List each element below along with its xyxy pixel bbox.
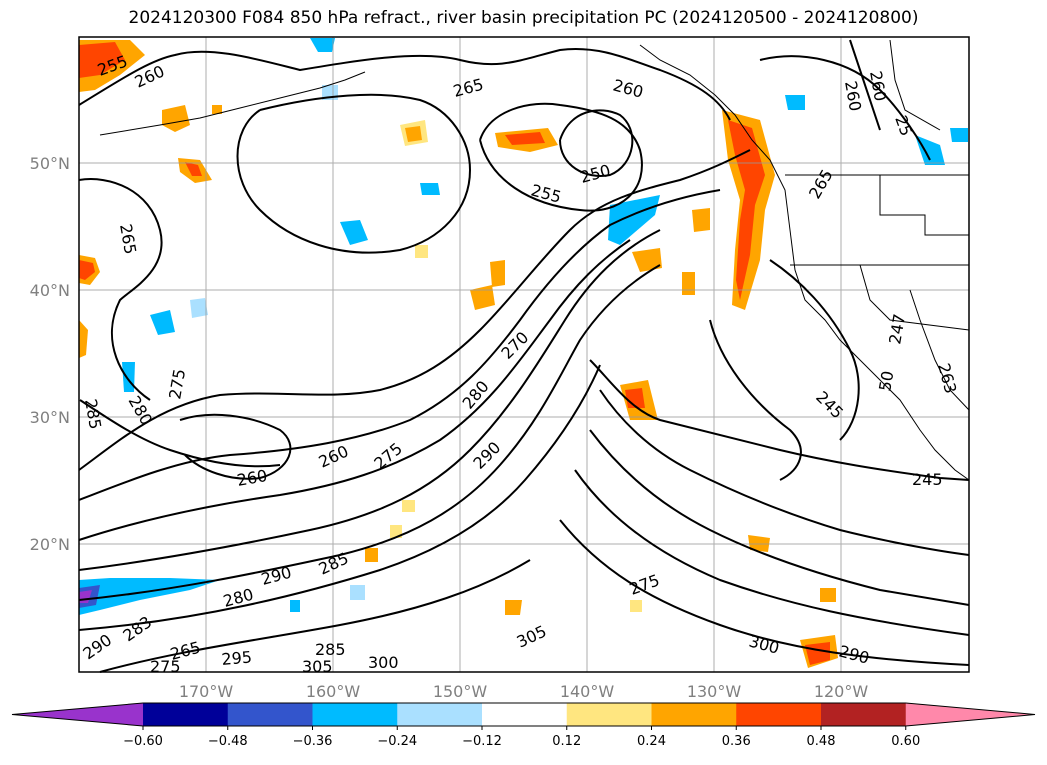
contour-label: 50 — [875, 369, 897, 392]
latitude-labels: 50°N 40°N 30°N 20°N — [30, 154, 70, 554]
colorbar-tick-label: 0.36 — [722, 734, 751, 749]
lon-label-120w: 120°W — [814, 682, 869, 701]
contours — [78, 39, 970, 673]
coastlines — [99, 39, 970, 481]
colorbar-segment — [482, 703, 568, 726]
contour-label: 295 — [221, 647, 253, 669]
colorbar-tick-label: 0.24 — [637, 734, 666, 749]
map-panel: 255 260 265 260 250 255 265 260 260 25 2… — [78, 36, 970, 676]
colorbar-segment — [312, 703, 398, 726]
colorbar-segment — [397, 703, 483, 726]
precip-shading — [79, 38, 968, 668]
colorbar-segment — [651, 703, 737, 726]
lon-label-150w: 150°W — [433, 682, 488, 701]
contour-label: 305 — [302, 657, 333, 676]
colorbar-segment — [821, 703, 907, 726]
lat-label-40n: 40°N — [30, 281, 70, 300]
colorbar-segment — [566, 703, 652, 726]
plot-title: 2024120300 F084 850 hPa refract., river … — [128, 8, 919, 28]
colorbar-segment — [736, 703, 822, 726]
lon-label-130w: 130°W — [687, 682, 742, 701]
colorbar-tick-label: 0.48 — [807, 734, 836, 749]
colorbar-tick-label: 0.12 — [552, 734, 581, 749]
lat-label-30n: 30°N — [30, 408, 70, 427]
contour-label: 275 — [150, 657, 181, 676]
contour-label: 300 — [368, 653, 399, 672]
colorbar-extend-low — [12, 703, 143, 726]
gridlines — [79, 37, 969, 672]
colorbar-segment — [227, 703, 313, 726]
colorbar-tick-label: −0.48 — [208, 734, 248, 749]
colorbar: −0.60 −0.48 −0.36 −0.24 −0.12 0.12 0.24 0.36 0.4… — [11, 702, 1036, 749]
colorbar-tick-label: −0.60 — [123, 734, 163, 749]
colorbar-tick-label: 0.60 — [891, 734, 920, 749]
colorbar-tick-label: −0.12 — [462, 734, 502, 749]
contour-label: 245 — [912, 470, 943, 489]
lat-label-20n: 20°N — [30, 535, 70, 554]
contour-label: 285 — [315, 640, 346, 659]
colorbar-extend-high — [905, 703, 1035, 726]
contour-labels: 255 260 265 260 250 255 265 260 260 25 2… — [79, 51, 960, 676]
lon-label-160w: 160°W — [306, 682, 361, 701]
colorbar-segment — [143, 703, 229, 726]
lon-label-170w: 170°W — [179, 682, 234, 701]
lat-label-50n: 50°N — [30, 154, 70, 173]
colorbar-tick-label: −0.36 — [293, 734, 333, 749]
lon-label-140w: 140°W — [560, 682, 615, 701]
colorbar-tick-label: −0.24 — [377, 734, 417, 749]
longitude-labels: 170°W 160°W 150°W 140°W 130°W 120°W — [179, 682, 869, 701]
